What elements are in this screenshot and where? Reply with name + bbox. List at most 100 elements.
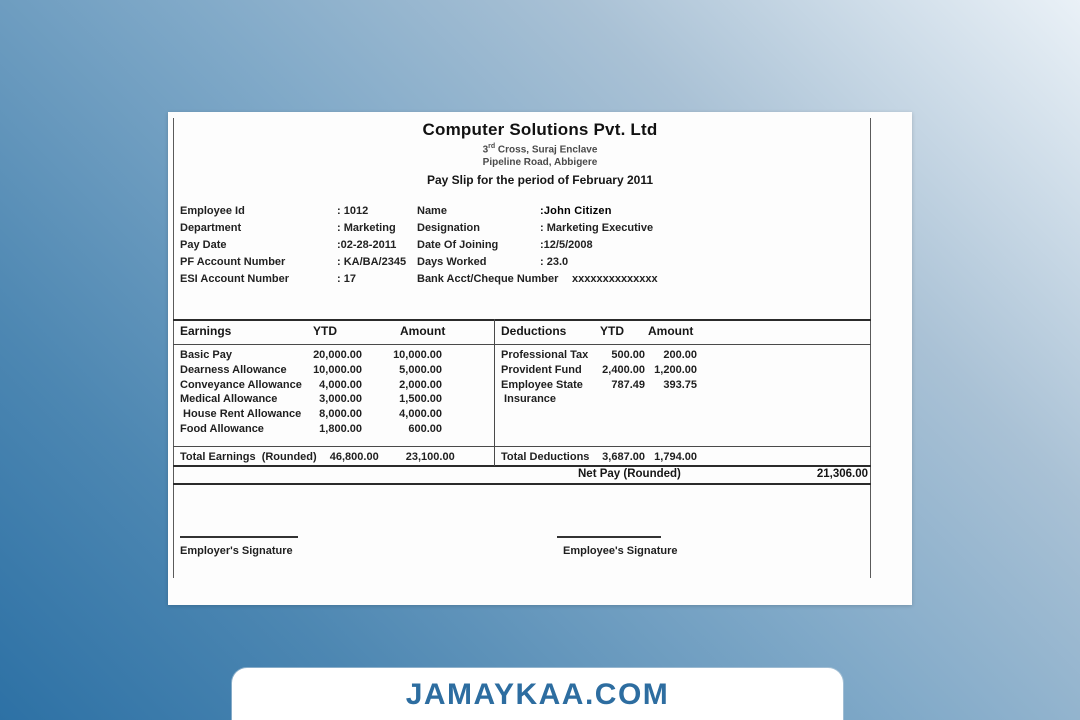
company-address-line1: 3rd Cross, Suraj Enclave bbox=[168, 140, 912, 156]
employer-signature-line bbox=[180, 536, 298, 538]
earnings-amount-header: Amount bbox=[400, 324, 446, 338]
deduction-ytd: 500.00 bbox=[611, 349, 645, 361]
deduction-ytd: 787.49 bbox=[611, 378, 645, 391]
table-header-border bbox=[173, 344, 871, 345]
earning-label: Basic Pay bbox=[180, 349, 232, 361]
earning-label: Conveyance Allowance bbox=[180, 378, 302, 391]
deduction-label: Insurance bbox=[501, 393, 557, 406]
table-top-border bbox=[173, 319, 871, 321]
detail-value: : Marketing Executive bbox=[540, 222, 654, 234]
company-address-line2: Pipeline Road, Abbigere bbox=[482, 157, 598, 169]
earning-amount: 2,000.00 bbox=[399, 378, 442, 391]
table-row: Conveyance Allowance 4,000.00 2,000.00 bbox=[173, 378, 493, 393]
earnings-rows: Basic Pay 20,000.00 10,000.00 Dearness A… bbox=[173, 348, 493, 437]
address-ordinal-suffix: rd bbox=[488, 143, 496, 150]
detail-value: : 23.0 bbox=[540, 256, 569, 268]
payslip-header: Computer Solutions Pvt. Ltd 3rd Cross, S… bbox=[168, 120, 912, 187]
earning-amount: 10,000.00 bbox=[393, 349, 442, 361]
earnings-ytd-header: YTD bbox=[313, 324, 337, 338]
deductions-header: Deductions bbox=[501, 324, 567, 338]
payslip-frame-border bbox=[173, 118, 871, 578]
table-row: Insurance bbox=[499, 392, 869, 407]
table-row: Basic Pay 20,000.00 10,000.00 bbox=[173, 348, 493, 363]
table-row: Food Allowance 1,800.00 600.00 bbox=[173, 422, 493, 437]
total-earnings-row: Total Earnings (Rounded) 46,800.00 23,10… bbox=[173, 449, 493, 465]
deduction-label: Provident Fund bbox=[501, 363, 582, 376]
table-row: Employee State 787.49 393.75 bbox=[499, 378, 869, 393]
deduction-ytd bbox=[598, 392, 645, 407]
total-deductions-row: Total Deductions 3,687.00 1,794.00 bbox=[499, 449, 869, 465]
table-row: Medical Allowance 3,000.00 1,500.00 bbox=[173, 392, 493, 407]
earning-amount: 600.00 bbox=[408, 422, 442, 435]
earning-ytd: 3,000.00 bbox=[319, 393, 362, 406]
deductions-rows: Professional Tax 500.00 200.00 Provident… bbox=[499, 348, 869, 407]
deductions-amount-header: Amount bbox=[648, 324, 694, 338]
detail-value: :02-28-2011 bbox=[337, 239, 397, 251]
detail-value: : 17 bbox=[337, 273, 356, 285]
total-earnings-amount: 23,100.00 bbox=[405, 451, 455, 463]
earning-label: Medical Allowance bbox=[180, 393, 278, 406]
company-name: Computer Solutions Pvt. Ltd bbox=[422, 120, 658, 139]
earning-label: House Rent Allowance bbox=[180, 408, 302, 421]
earning-label: Food Allowance bbox=[180, 422, 264, 435]
deduction-label: Professional Tax bbox=[501, 349, 589, 361]
detail-row: PF Account Number : KA/BA/2345 Days Work… bbox=[180, 256, 870, 273]
watermark-text: JAMAYKAA.COM bbox=[405, 678, 670, 711]
total-deductions-label: Total Deductions bbox=[501, 451, 590, 463]
earning-ytd: 20,000.00 bbox=[313, 349, 362, 361]
detail-row: ESI Account Number : 17 Bank Acct/Cheque… bbox=[180, 273, 870, 290]
table-row: Professional Tax 500.00 200.00 bbox=[499, 348, 869, 363]
detail-label: PF Account Number bbox=[180, 256, 286, 268]
deduction-amount: 200.00 bbox=[663, 349, 697, 361]
address-number: 3 bbox=[482, 144, 489, 156]
employee-name-value: :John Citizen bbox=[540, 205, 612, 217]
payslip-period-title: Pay Slip for the period of February 2011 bbox=[426, 173, 654, 188]
detail-row: Employee Id : 1012 Name :John Citizen bbox=[180, 205, 870, 222]
deductions-ytd-header: YTD bbox=[600, 324, 624, 338]
employee-signature-line bbox=[557, 536, 661, 538]
deduction-amount bbox=[645, 392, 697, 407]
detail-value: xxxxxxxxxxxxxx bbox=[572, 273, 658, 285]
detail-value: : KA/BA/2345 bbox=[337, 256, 407, 268]
detail-value: : 1012 bbox=[337, 205, 369, 217]
earnings-header: Earnings bbox=[180, 324, 232, 338]
detail-value: :12/5/2008 bbox=[540, 239, 593, 251]
net-pay-row: Net Pay (Rounded) 21,306.00 bbox=[173, 468, 870, 483]
address-street: Cross, Suraj Enclave bbox=[495, 144, 598, 156]
detail-label: Employee Id bbox=[180, 205, 245, 217]
detail-label: Date Of Joining bbox=[417, 239, 499, 251]
earning-amount: 5,000.00 bbox=[399, 363, 442, 376]
table-row: Dearness Allowance 10,000.00 5,000.00 bbox=[173, 363, 493, 378]
earning-label: Dearness Allowance bbox=[180, 363, 287, 376]
net-pay-label: Net Pay (Rounded) bbox=[578, 468, 681, 480]
deduction-amount: 1,200.00 bbox=[654, 363, 697, 376]
earning-amount: 1,500.00 bbox=[399, 393, 442, 406]
employee-signature-label: Employee's Signature bbox=[563, 545, 678, 557]
table-center-divider bbox=[494, 319, 495, 466]
detail-row: Department : Marketing Designation : Mar… bbox=[180, 222, 870, 239]
employee-details: Employee Id : 1012 Name :John Citizen De… bbox=[180, 205, 870, 290]
earning-ytd: 4,000.00 bbox=[319, 378, 362, 391]
detail-row: Pay Date :02-28-2011 Date Of Joining :12… bbox=[180, 239, 870, 256]
detail-label: Days Worked bbox=[417, 256, 487, 268]
detail-label: ESI Account Number bbox=[180, 273, 289, 285]
net-pay-value: 21,306.00 bbox=[816, 468, 868, 480]
table-row: House Rent Allowance 8,000.00 4,000.00 bbox=[173, 407, 493, 422]
earning-ytd: 1,800.00 bbox=[319, 422, 362, 435]
detail-label: Department bbox=[180, 222, 242, 234]
earning-ytd: 10,000.00 bbox=[313, 363, 362, 376]
table-header-row: Earnings YTD Amount Deductions YTD Amoun… bbox=[173, 324, 871, 344]
total-earnings-ytd: 46,800.00 bbox=[329, 451, 379, 463]
detail-label: Bank Acct/Cheque Number bbox=[417, 273, 559, 285]
employer-signature-label: Employer's Signature bbox=[180, 545, 293, 557]
netpay-bottom-border bbox=[173, 483, 871, 485]
deduction-ytd: 2,400.00 bbox=[602, 363, 645, 376]
total-deductions-ytd: 3,687.00 bbox=[602, 451, 645, 463]
detail-label: Name bbox=[417, 205, 447, 217]
total-deductions-amount: 1,794.00 bbox=[654, 451, 697, 463]
watermark-card: JAMAYKAA.COM bbox=[232, 668, 843, 720]
detail-label: Pay Date bbox=[180, 239, 227, 251]
earning-amount: 4,000.00 bbox=[399, 408, 442, 421]
payslip-document: Computer Solutions Pvt. Ltd 3rd Cross, S… bbox=[168, 112, 912, 605]
earning-ytd: 8,000.00 bbox=[319, 408, 362, 421]
